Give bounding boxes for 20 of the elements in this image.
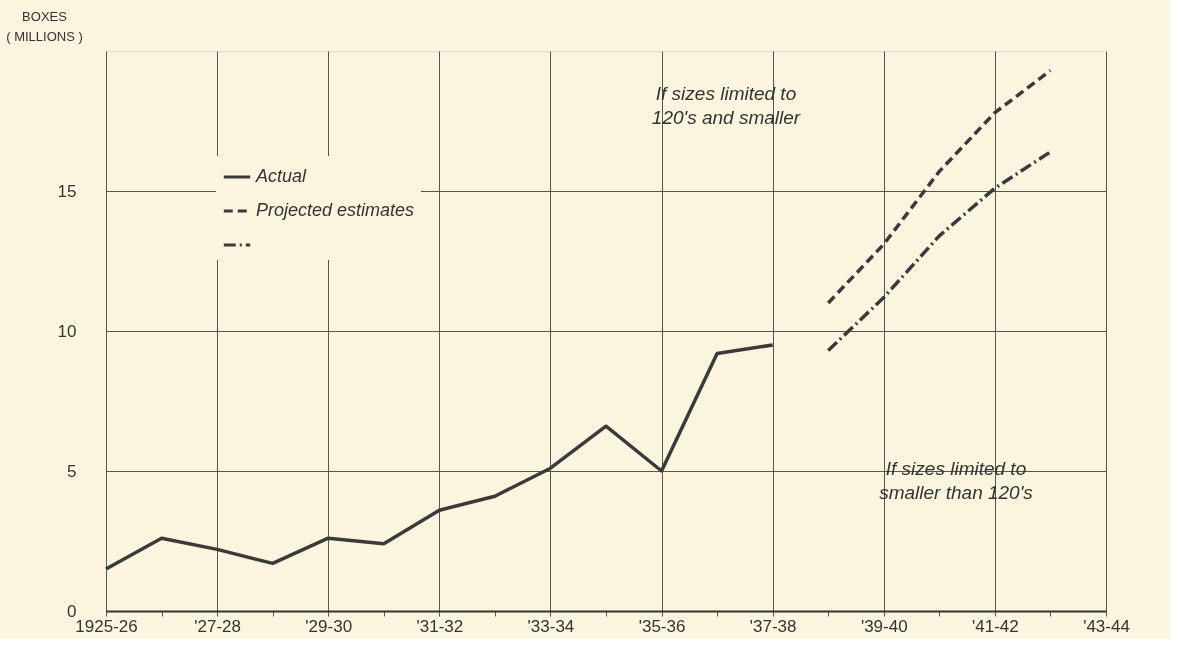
y-tick-label: 15 (57, 181, 77, 201)
x-tick-label: '37-38 (749, 616, 797, 636)
y-axis-title: BOXES ( MILLIONS ) (6, 8, 83, 44)
legend-label: Projected estimates (256, 200, 415, 220)
y-tick-label: 5 (67, 461, 77, 481)
x-tick-label: '29-30 (305, 616, 353, 636)
x-tick-label: '39-40 (860, 616, 908, 636)
x-tick-label: '31-32 (416, 616, 464, 636)
x-tick-label: '41-42 (972, 616, 1019, 636)
line-series (826, 150, 1053, 353)
legend-label: Actual (255, 166, 308, 186)
x-tick-label: '35-36 (638, 616, 686, 636)
x-tick-label: '27-28 (194, 616, 241, 636)
line-series (826, 68, 1053, 305)
y-tick-label: 0 (67, 601, 77, 621)
x-tick-label: '33-34 (527, 616, 575, 636)
line-series (104, 343, 775, 571)
x-tick-label: '43-44 (1083, 616, 1130, 636)
y-tick-label: 10 (57, 321, 77, 341)
x-tick-label: 1925-26 (75, 616, 138, 636)
